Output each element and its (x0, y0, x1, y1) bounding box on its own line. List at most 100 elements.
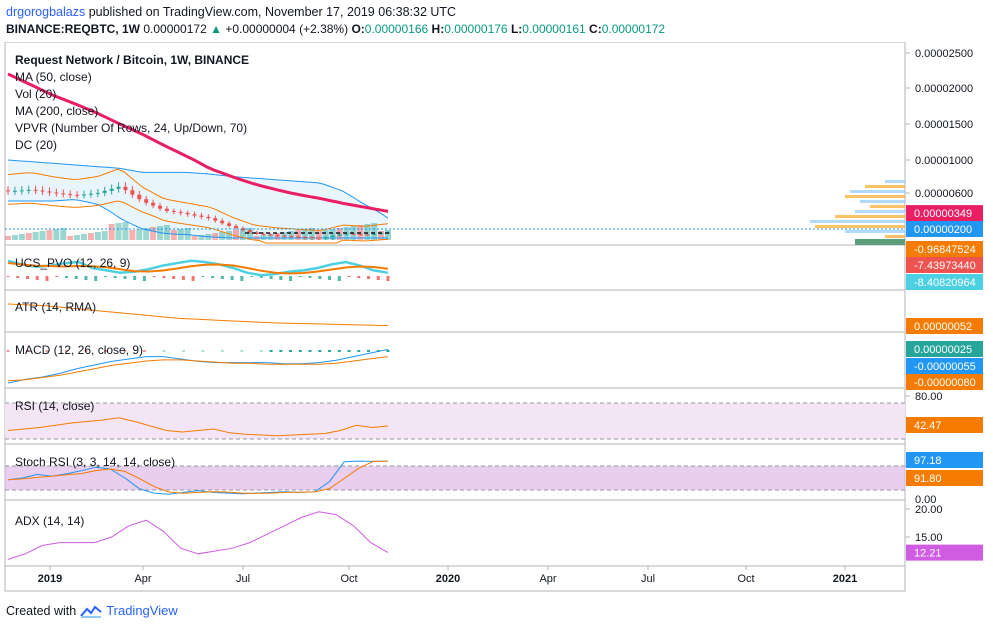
macd-histogram (6, 350, 390, 352)
low-label: L: (510, 22, 523, 36)
vpvr-row (845, 230, 905, 233)
published-text: published on TradingView.com, November 1… (88, 5, 457, 19)
macd-pane: MACD (12, 26, close, 9) 0.00000025 -0.000… (6, 341, 983, 390)
candle-body (137, 194, 142, 200)
volume-bar (136, 229, 143, 240)
volume-bar (129, 230, 136, 240)
macd-bar (308, 350, 312, 352)
pvo-bar (142, 276, 146, 281)
candle-body (323, 237, 328, 239)
indicator-ma200-label[interactable]: MA (200, close) (15, 104, 98, 118)
volume-bar (198, 235, 205, 240)
pvo-badge-cyan: -8.40820964 (906, 274, 983, 290)
symbol-label: BINANCE:REQBTC, 1W (6, 22, 140, 36)
vpvr-row (845, 195, 905, 198)
candle-body (178, 211, 183, 213)
macd-title[interactable]: MACD (12, 26, close, 9) (15, 343, 143, 357)
pvo-bar (250, 276, 254, 277)
rsi-badge-bg (906, 417, 983, 433)
x-tick-label-7: Oct (737, 573, 754, 585)
adx-scale-ticks: 20.00 15.00 (905, 504, 943, 544)
volume-bar (74, 235, 81, 240)
candle-body (102, 190, 107, 193)
footer: Created with TradingView (6, 603, 178, 618)
volume-bar (5, 236, 11, 240)
indicator-vpvr-label[interactable]: VPVR (Number Of Rows, 24, Up/Down, 70) (15, 121, 247, 135)
candle-body (220, 220, 225, 224)
candle (68, 190, 73, 199)
candle (206, 214, 211, 221)
pvo-bar (376, 276, 380, 280)
pvo-bar (279, 276, 283, 280)
atr-title[interactable]: ATR (14, RMA) (15, 300, 96, 314)
candle (268, 233, 273, 237)
adx-title[interactable]: ADX (14, 14) (15, 514, 84, 528)
candle-body (12, 190, 17, 192)
rsi-badge-text: 42.47 (914, 420, 942, 432)
macd-bar (328, 350, 332, 352)
vpvr-row (835, 215, 905, 218)
indicator-vol-label[interactable]: Vol (20) (15, 87, 56, 101)
pvo-bar (123, 276, 127, 279)
pvo-badges: -0.96847524 -7.43973440 -8.40820964 (906, 241, 983, 290)
vpvr-row (865, 185, 905, 188)
indicator-dc-label[interactable]: DC (20) (15, 138, 57, 152)
adx-badge: 12.21 (906, 544, 983, 561)
volume-bar (184, 228, 191, 240)
tradingview-logo-icon (80, 605, 102, 618)
candle-body (358, 234, 363, 236)
macd-bar (45, 350, 49, 352)
rsi-line (7, 417, 389, 437)
volume-bar (87, 233, 94, 240)
pvo-bar (162, 276, 166, 278)
price-tick-label-2: 0.00001500 (915, 119, 973, 131)
stoch-rsi-pane: Stoch RSI (3, 3, 14, 14, close) 0.00 97.… (5, 452, 983, 506)
candle (123, 182, 128, 194)
low-value: 0.00000161 (522, 22, 586, 36)
stoch-title[interactable]: Stoch RSI (3, 3, 14, 14, close) (15, 455, 175, 469)
vpvr-row (870, 205, 905, 208)
price-tick-label-1: 0.00002000 (915, 83, 973, 95)
author-link[interactable]: drgorogbalazs (6, 5, 86, 19)
macd-bar (337, 350, 341, 352)
macd-signal-line (7, 356, 389, 382)
price-badge-last-bg (906, 221, 983, 237)
indicator-ma50-label[interactable]: MA (50, close) (15, 70, 92, 84)
pvo-title[interactable]: UCS_PVO (12, 26, 9) (15, 256, 130, 270)
candle-body (282, 235, 287, 237)
chart-canvas[interactable]: Request Network / Bitcoin, 1W, BINANCE M… (0, 42, 993, 594)
volume-bar (371, 223, 378, 240)
macd-badge-line-text: -0.00000055 (914, 361, 976, 373)
vpvr-row (815, 225, 905, 228)
candle-body (261, 233, 266, 235)
volume-bar (364, 224, 371, 240)
volume-bar (385, 230, 391, 240)
price-pane-title: Request Network / Bitcoin, 1W, BINANCE (15, 53, 249, 67)
candle-body (234, 225, 238, 229)
macd-bar (162, 350, 166, 352)
candle (158, 202, 162, 211)
macd-bar (123, 350, 127, 352)
pvo-bar (337, 276, 341, 281)
macd-bar (201, 350, 205, 352)
candle-body (171, 210, 176, 212)
adx-line (7, 511, 389, 560)
stoch-badge-d: 91.80 (906, 470, 983, 486)
volume-bar (11, 235, 18, 240)
pvo-bar (64, 276, 68, 278)
rsi-title[interactable]: RSI (14, close) (15, 399, 94, 413)
macd-bar (259, 350, 263, 352)
rsi-badge: 42.47 (906, 417, 983, 433)
stoch-badge-d-text: 91.80 (914, 473, 942, 485)
volume-bar (302, 229, 309, 240)
tradingview-brand-link[interactable]: TradingView (106, 603, 178, 618)
candle-body (144, 199, 149, 203)
high-value: 0.00000176 (444, 22, 508, 36)
adx-badges: 12.21 (906, 544, 983, 561)
volume-bar (239, 229, 246, 240)
price-change: +0.00000004 (+2.38%) (225, 22, 349, 36)
volume-bar (309, 228, 315, 240)
price-badge-ma50-text: 0.00000349 (914, 208, 972, 220)
pvo-bar (45, 276, 49, 281)
macd-bar (240, 350, 244, 352)
